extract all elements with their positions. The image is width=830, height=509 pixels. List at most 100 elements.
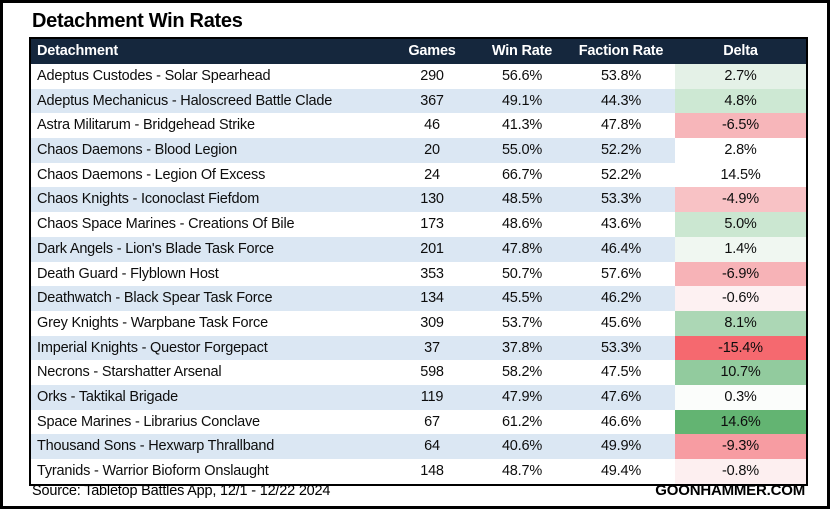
cell-games: 130	[420, 191, 444, 208]
cell-detachment: Necrons - Starshatter Arsenal	[37, 364, 222, 381]
cell-faction-rate: 43.6%	[600, 216, 642, 233]
cell-win-rate: 53.7%	[501, 314, 543, 331]
cell-win-rate: 40.6%	[501, 438, 543, 455]
cell-games: 46	[424, 117, 440, 134]
cell-delta: -6.9%	[675, 261, 806, 287]
cell-detachment: Death Guard - Flyblown Host	[37, 265, 219, 282]
cell-detachment: Deathwatch - Black Spear Task Force	[37, 290, 273, 307]
cell-detachment: Space Marines - Librarius Conclave	[37, 413, 260, 430]
cell-delta: 14.5%	[675, 162, 806, 188]
table-row: Chaos Daemons - Legion Of Excess 24 66.7…	[31, 162, 806, 188]
cell-games: 37	[424, 339, 440, 356]
page-title: Detachment Win Rates	[32, 10, 243, 32]
cell-win-rate: 58.2%	[501, 364, 543, 381]
column-header-games: Games	[408, 43, 456, 59]
site-watermark: GOONHAMMER.COM	[655, 482, 805, 499]
cell-win-rate: 48.5%	[501, 191, 543, 208]
table-row: Astra Militarum - Bridgehead Strike 46 4…	[31, 113, 806, 139]
cell-games: 119	[420, 388, 444, 405]
cell-games: 353	[420, 265, 444, 282]
cell-games: 367	[420, 92, 444, 109]
cell-win-rate: 61.2%	[501, 413, 543, 430]
cell-delta: 2.7%	[675, 64, 806, 89]
cell-delta: 10.7%	[675, 360, 806, 385]
cell-win-rate: 48.7%	[501, 463, 543, 479]
cell-games: 173	[420, 216, 444, 233]
cell-delta: -0.6%	[675, 286, 806, 311]
table-row: Chaos Space Marines - Creations Of Bile …	[31, 212, 806, 237]
cell-delta: -6.5%	[675, 113, 806, 139]
column-header-delta: Delta	[723, 43, 758, 59]
cell-games: 309	[420, 314, 444, 331]
cell-delta: 0.3%	[675, 384, 806, 410]
cell-delta: -0.8%	[675, 459, 806, 484]
cell-delta: -15.4%	[675, 335, 806, 361]
cell-faction-rate: 53.3%	[600, 191, 642, 208]
cell-detachment: Chaos Daemons - Legion Of Excess	[37, 166, 266, 183]
cell-faction-rate: 49.4%	[600, 463, 642, 479]
table-row: Chaos Knights - Iconoclast Fiefdom 130 4…	[31, 187, 806, 213]
cell-games: 598	[420, 364, 444, 381]
column-header-detachment: Detachment	[37, 43, 118, 59]
table-row: Space Marines - Librarius Conclave 67 61…	[31, 409, 806, 435]
cell-delta: 1.4%	[675, 236, 806, 262]
cell-detachment: Adeptus Mechanicus - Haloscreed Battle C…	[37, 92, 333, 109]
cell-detachment: Tyranids - Warrior Bioform Onslaught	[37, 463, 269, 479]
cell-faction-rate: 46.6%	[600, 413, 642, 430]
table-row: Death Guard - Flyblown Host 353 50.7% 57…	[31, 261, 806, 287]
cell-detachment: Chaos Daemons - Blood Legion	[37, 142, 237, 159]
cell-win-rate: 66.7%	[501, 166, 543, 183]
cell-win-rate: 50.7%	[501, 265, 543, 282]
cell-faction-rate: 46.4%	[600, 240, 642, 257]
cell-delta: 8.1%	[675, 310, 806, 336]
cell-detachment: Dark Angels - Lion's Blade Task Force	[37, 240, 274, 257]
cell-faction-rate: 44.3%	[600, 92, 642, 109]
cell-detachment: Astra Militarum - Bridgehead Strike	[37, 117, 255, 134]
table-row: Orks - Taktikal Brigade 119 47.9% 47.6% …	[31, 384, 806, 410]
cell-faction-rate: 47.6%	[600, 388, 642, 405]
win-rates-table: Detachment Games Win Rate Faction Rate D…	[29, 37, 808, 486]
cell-win-rate: 49.1%	[501, 92, 543, 109]
cell-faction-rate: 45.6%	[600, 314, 642, 331]
table-row: Tyranids - Warrior Bioform Onslaught 148…	[31, 459, 806, 484]
table-row: Necrons - Starshatter Arsenal 598 58.2% …	[31, 360, 806, 385]
cell-detachment: Grey Knights - Warpbane Task Force	[37, 314, 268, 331]
cell-games: 290	[420, 68, 444, 84]
cell-delta: 2.8%	[675, 138, 806, 163]
cell-detachment: Chaos Knights - Iconoclast Fiefdom	[37, 191, 260, 208]
cell-win-rate: 56.6%	[501, 68, 543, 84]
cell-win-rate: 48.6%	[501, 216, 543, 233]
cell-faction-rate: 53.3%	[600, 339, 642, 356]
cell-games: 201	[420, 240, 444, 257]
cell-faction-rate: 52.2%	[600, 166, 642, 183]
cell-win-rate: 45.5%	[501, 290, 543, 307]
table-body: Adeptus Custodes - Solar Spearhead 290 5…	[31, 64, 806, 484]
cell-games: 148	[420, 463, 444, 479]
cell-faction-rate: 52.2%	[600, 142, 642, 159]
table-row: Dark Angels - Lion's Blade Task Force 20…	[31, 236, 806, 262]
cell-detachment: Chaos Space Marines - Creations Of Bile	[37, 216, 295, 233]
cell-faction-rate: 46.2%	[600, 290, 642, 307]
table-row: Adeptus Mechanicus - Haloscreed Battle C…	[31, 88, 806, 114]
cell-games: 67	[424, 413, 440, 430]
cell-delta: -4.9%	[675, 187, 806, 213]
cell-faction-rate: 57.6%	[600, 265, 642, 282]
cell-faction-rate: 53.8%	[600, 68, 642, 84]
cell-games: 24	[424, 166, 440, 183]
table-row: Deathwatch - Black Spear Task Force 134 …	[31, 286, 806, 311]
table-row: Imperial Knights - Questor Forgepact 37 …	[31, 335, 806, 361]
cell-win-rate: 41.3%	[501, 117, 543, 134]
table-row: Chaos Daemons - Blood Legion 20 55.0% 52…	[31, 138, 806, 163]
cell-detachment: Adeptus Custodes - Solar Spearhead	[37, 68, 271, 84]
cell-games: 64	[424, 438, 440, 455]
table-header-row: Detachment Games Win Rate Faction Rate D…	[31, 39, 806, 64]
cell-delta: -9.3%	[675, 434, 806, 459]
cell-delta: 14.6%	[675, 409, 806, 435]
table-row: Grey Knights - Warpbane Task Force 309 5…	[31, 310, 806, 336]
cell-delta: 4.8%	[675, 88, 806, 114]
table-row: Thousand Sons - Hexwarp Thrallband 64 40…	[31, 434, 806, 459]
cell-games: 134	[420, 290, 444, 307]
cell-faction-rate: 47.8%	[600, 117, 642, 134]
cell-faction-rate: 49.9%	[600, 438, 642, 455]
cell-win-rate: 37.8%	[501, 339, 543, 356]
